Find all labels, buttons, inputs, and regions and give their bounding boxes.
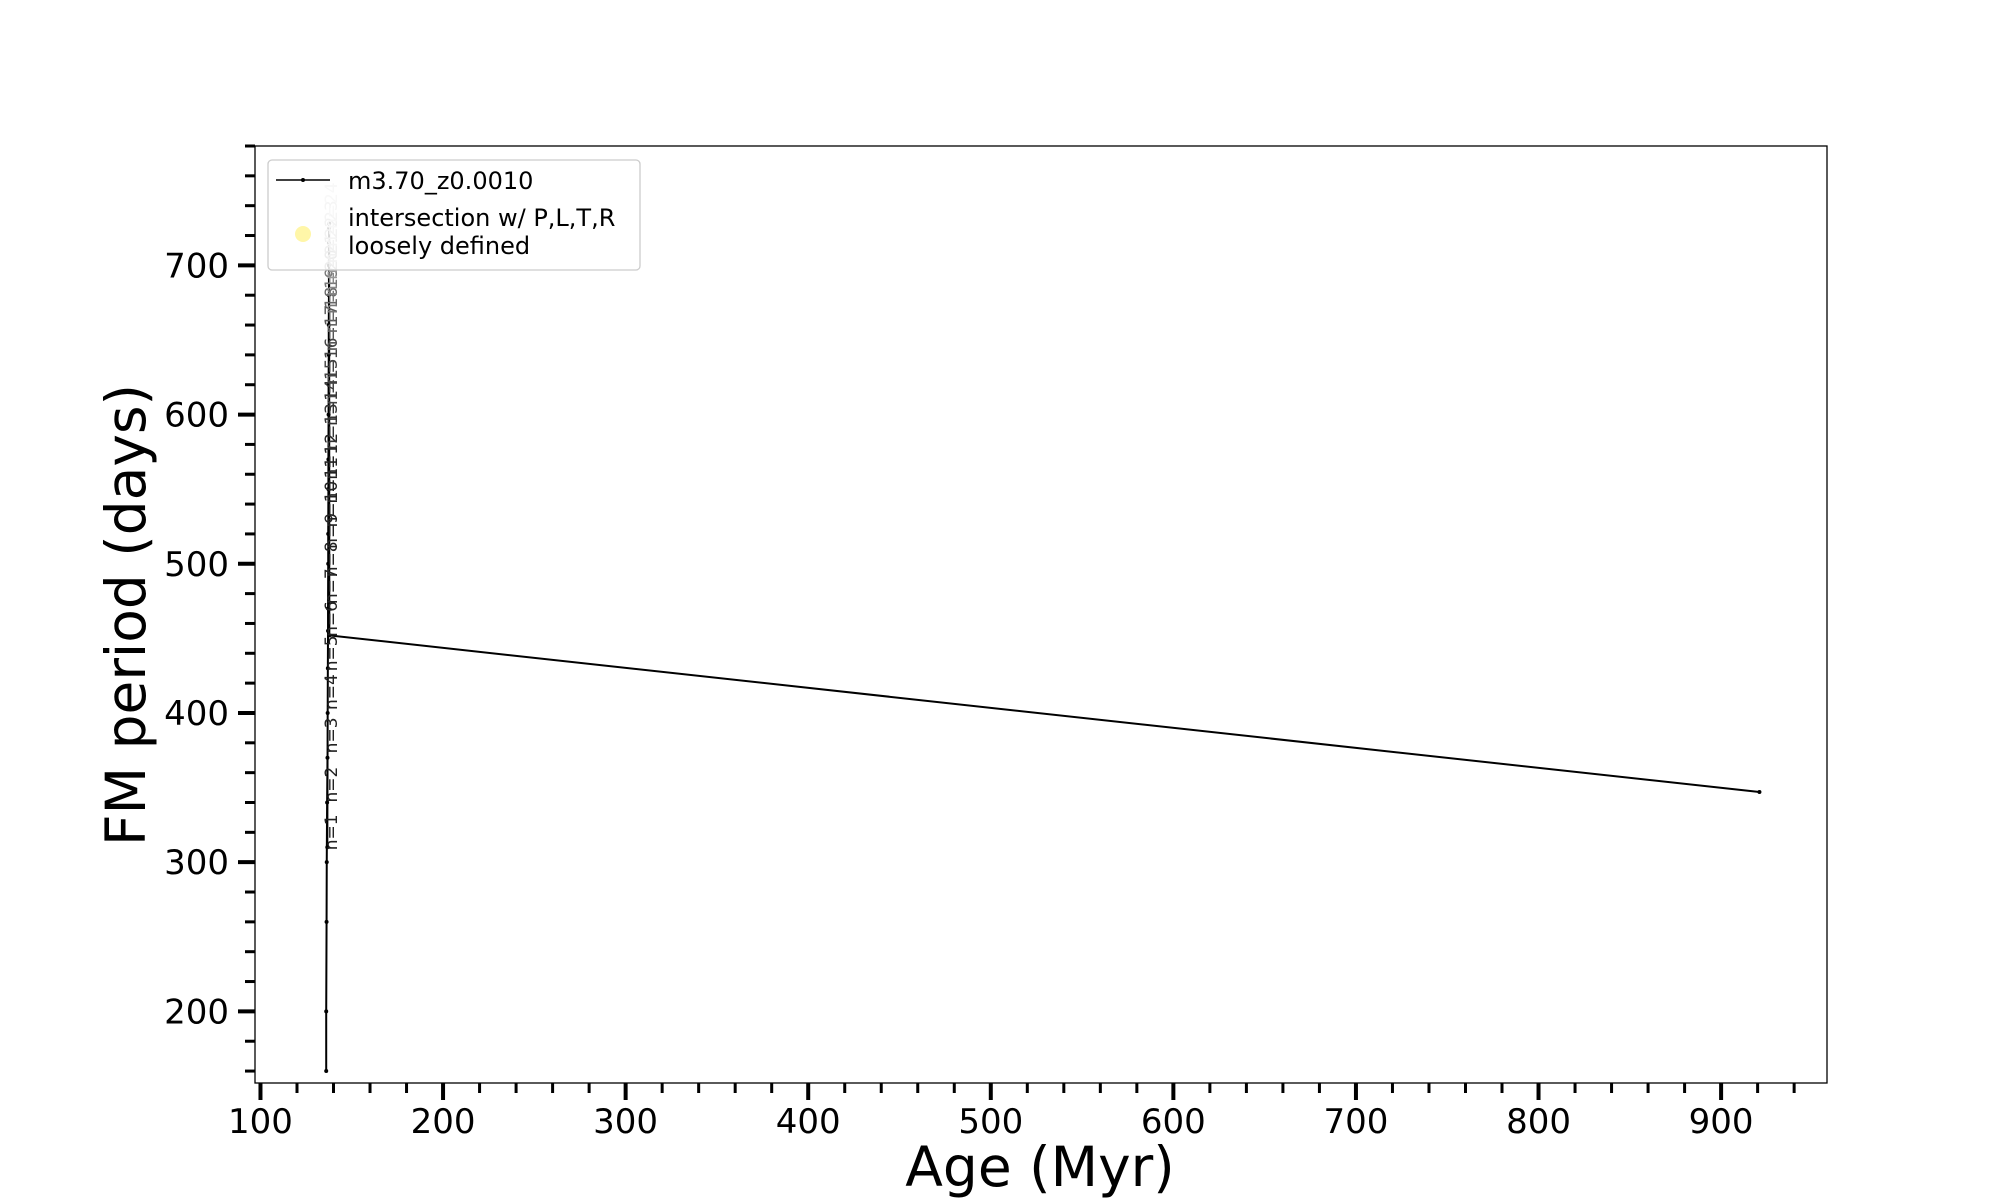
annotation-label: n=14 bbox=[322, 379, 342, 426]
legend-label-line: loosely defined bbox=[348, 232, 530, 260]
x-tick-label: 500 bbox=[958, 1102, 1023, 1142]
annotation-label: n=7 bbox=[322, 568, 342, 604]
data-point bbox=[325, 755, 330, 760]
annotation-label: n=2 bbox=[322, 767, 342, 803]
annotation-label: n=17 bbox=[322, 305, 342, 352]
x-tick-label: 400 bbox=[776, 1102, 841, 1142]
y-axis-ticks: 200 300 400 500 600 700 bbox=[164, 144, 255, 1073]
x-tick-label: 300 bbox=[593, 1102, 658, 1142]
annotation-label: n=19 bbox=[322, 267, 342, 314]
x-tick-label: 700 bbox=[1323, 1102, 1388, 1142]
legend-dot-swatch bbox=[295, 226, 311, 242]
data-point bbox=[326, 561, 331, 566]
legend-line-marker bbox=[301, 178, 305, 182]
y-tick-label: 300 bbox=[164, 843, 229, 883]
annotation-label: n=4 bbox=[322, 674, 342, 710]
annotation-label: n=10 bbox=[322, 481, 342, 528]
data-point bbox=[325, 845, 330, 850]
annotation-label: n=18 bbox=[322, 287, 342, 334]
data-point bbox=[326, 457, 331, 462]
x-tick-label: 800 bbox=[1506, 1102, 1571, 1142]
data-point bbox=[326, 352, 331, 357]
legend-label-series: m3.70_z0.0010 bbox=[348, 167, 533, 195]
y-tick-label: 600 bbox=[164, 396, 229, 436]
x-tick-label: 600 bbox=[1141, 1102, 1206, 1142]
plot-area bbox=[254, 145, 1828, 1084]
x-tick-label: 900 bbox=[1689, 1102, 1754, 1142]
data-point bbox=[326, 487, 331, 492]
data-point bbox=[325, 800, 330, 805]
data-point bbox=[326, 531, 331, 536]
annotation-label: n=5 bbox=[322, 635, 342, 671]
annotation-label: n=15 bbox=[322, 358, 342, 405]
x-tick-label: 100 bbox=[228, 1102, 293, 1142]
legend: m3.70_z0.0010 intersection w/ P,L,T,R loo… bbox=[267, 159, 641, 271]
annotation-label: n=6 bbox=[322, 601, 342, 637]
data-point bbox=[324, 1069, 329, 1074]
annotation-label: n=11 bbox=[322, 457, 342, 504]
data-point bbox=[324, 1009, 329, 1014]
annotation-label: n=13 bbox=[322, 403, 342, 450]
data-point bbox=[326, 628, 331, 633]
y-tick-label: 200 bbox=[164, 992, 229, 1032]
data-point bbox=[325, 666, 330, 671]
x-tick-label: 200 bbox=[411, 1102, 476, 1142]
annotation-label: n=1 bbox=[322, 814, 342, 850]
data-point bbox=[1757, 790, 1762, 795]
legend-box bbox=[267, 159, 641, 271]
data-point bbox=[324, 860, 329, 865]
annotation-label: n=16 bbox=[322, 338, 342, 385]
annotation-layer: n=1n=2n=3n=4n=5n=6n=7n=8n=9n=10n=11n=12n… bbox=[322, 182, 342, 850]
annotation-label: n=3 bbox=[322, 717, 342, 753]
y-tick-label: 500 bbox=[164, 545, 229, 585]
data-point bbox=[326, 323, 331, 328]
data-point bbox=[325, 710, 330, 715]
data-point bbox=[326, 293, 331, 298]
legend-label-intersection: intersection w/ P,L,T,R loosely defined bbox=[348, 204, 615, 260]
x-axis-label: Age (Myr) bbox=[905, 1135, 1174, 1199]
annotation-label: n=8 bbox=[322, 541, 342, 577]
annotation-label: n=12 bbox=[322, 433, 342, 480]
x-axis-ticks: 100 200 300 400 500 600 700 800 900 bbox=[228, 1083, 1796, 1142]
annotation-label: n=9 bbox=[322, 513, 342, 549]
data-point bbox=[327, 633, 332, 638]
legend-label-line: intersection w/ P,L,T,R bbox=[348, 204, 615, 232]
data-point bbox=[326, 606, 331, 611]
data-point bbox=[326, 412, 331, 417]
data-point bbox=[324, 919, 329, 924]
y-tick-label: 700 bbox=[164, 246, 229, 286]
y-tick-label: 400 bbox=[164, 694, 229, 734]
y-axis-label: FM period (days) bbox=[94, 384, 158, 846]
data-point bbox=[326, 382, 331, 387]
